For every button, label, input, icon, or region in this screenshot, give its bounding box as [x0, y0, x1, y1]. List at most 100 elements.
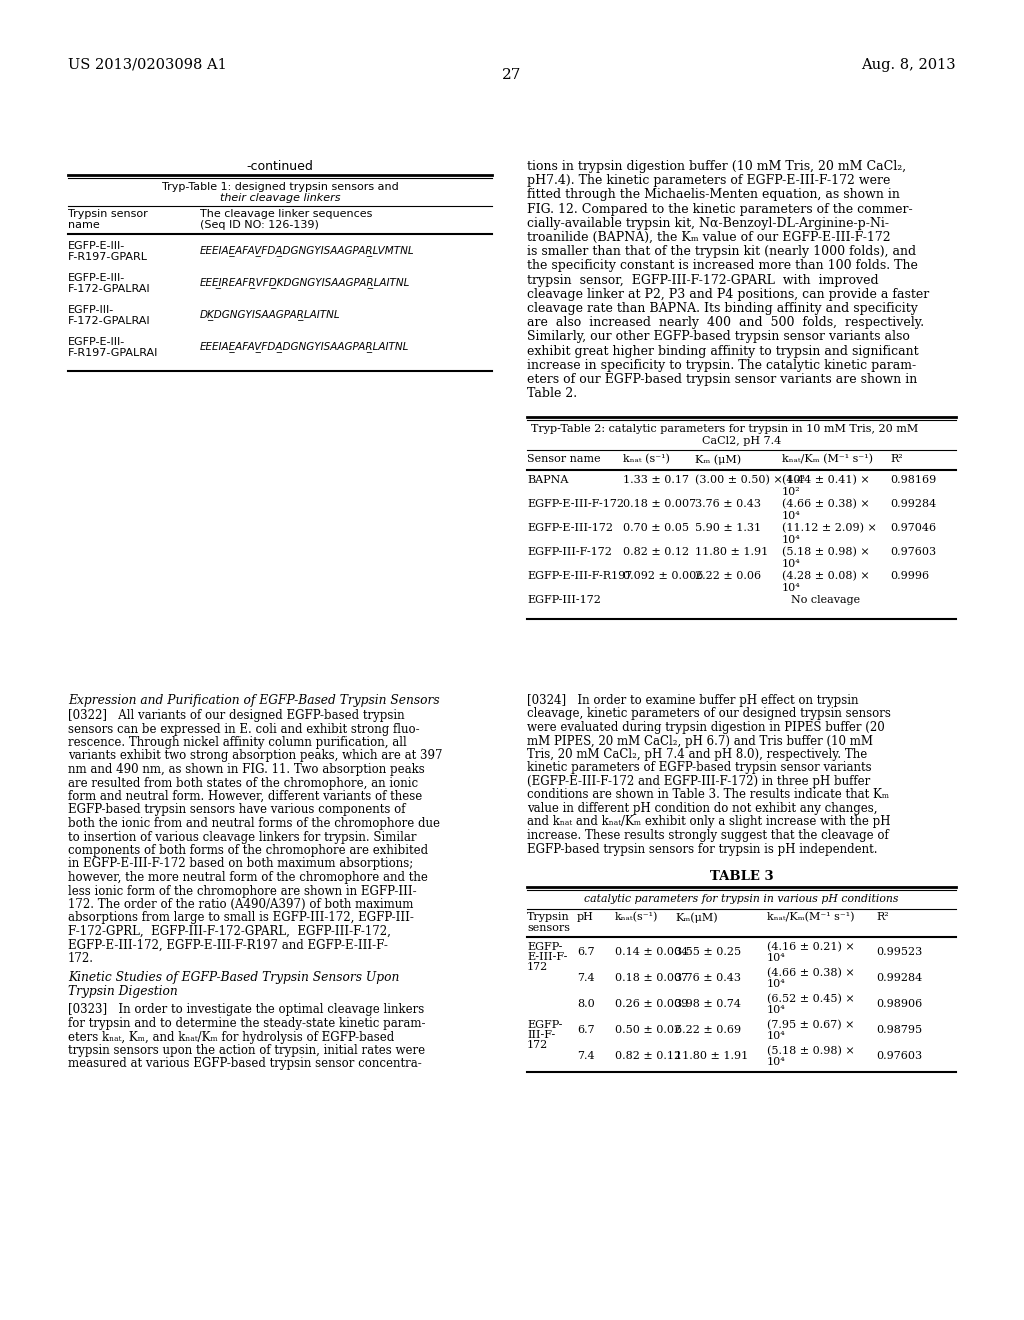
Text: 10⁴: 10⁴	[782, 536, 801, 545]
Text: (3.00 ± 0.50) × 10³: (3.00 ± 0.50) × 10³	[695, 475, 805, 486]
Text: are  also  increased  nearly  400  and  500  folds,  respectively.: are also increased nearly 400 and 500 fo…	[527, 317, 924, 329]
Text: Trypsin sensor: Trypsin sensor	[68, 209, 147, 219]
Text: 172. The order of the ratio (A490/A397) of both maximum: 172. The order of the ratio (A490/A397) …	[68, 898, 414, 911]
Text: The cleavage linker sequences: The cleavage linker sequences	[200, 209, 373, 219]
Text: 10⁴: 10⁴	[767, 953, 785, 964]
Text: 0.99284: 0.99284	[890, 499, 936, 510]
Text: cially-available trypsin kit, Nα-Benzoyl-DL-Arginine-p-Ni-: cially-available trypsin kit, Nα-Benzoyl…	[527, 216, 889, 230]
Text: 6.7: 6.7	[577, 1026, 595, 1035]
Text: DK̲DGNGYISAAGPAR̲LAITNL: DK̲DGNGYISAAGPAR̲LAITNL	[200, 309, 341, 319]
Text: (4.28 ± 0.08) ×: (4.28 ± 0.08) ×	[782, 572, 869, 582]
Text: variants exhibit two strong absorption peaks, which are at 397: variants exhibit two strong absorption p…	[68, 750, 442, 763]
Text: 0.14 ± 0.004: 0.14 ± 0.004	[615, 946, 688, 957]
Text: 10⁴: 10⁴	[767, 1005, 785, 1015]
Text: (4.66 ± 0.38) ×: (4.66 ± 0.38) ×	[767, 968, 855, 978]
Text: Trypsin Digestion: Trypsin Digestion	[68, 985, 178, 998]
Text: 3.76 ± 0.43: 3.76 ± 0.43	[695, 499, 761, 510]
Text: 0.9996: 0.9996	[890, 572, 929, 581]
Text: increase. These results strongly suggest that the cleavage of: increase. These results strongly suggest…	[527, 829, 889, 842]
Text: Tryp-Table 1: designed trypsin sensors and: Tryp-Table 1: designed trypsin sensors a…	[162, 182, 398, 191]
Text: 0.82 ± 0.12: 0.82 ± 0.12	[623, 548, 689, 557]
Text: (7.95 ± 0.67) ×: (7.95 ± 0.67) ×	[767, 1020, 854, 1031]
Text: to insertion of various cleavage linkers for trypsin. Similar: to insertion of various cleavage linkers…	[68, 830, 417, 843]
Text: (5.18 ± 0.98) ×: (5.18 ± 0.98) ×	[767, 1045, 855, 1056]
Text: 10²: 10²	[782, 487, 801, 498]
Text: eters of our EGFP-based trypsin sensor variants are shown in: eters of our EGFP-based trypsin sensor v…	[527, 374, 918, 385]
Text: 3.76 ± 0.43: 3.76 ± 0.43	[675, 973, 741, 983]
Text: 0.98795: 0.98795	[876, 1026, 923, 1035]
Text: kₙₐₜ(s⁻¹): kₙₐₜ(s⁻¹)	[615, 912, 658, 923]
Text: F-172-GPRL,  EGFP-III-F-172-GPARL,  EGFP-III-F-172,: F-172-GPRL, EGFP-III-F-172-GPARL, EGFP-I…	[68, 925, 391, 939]
Text: 0.70 ± 0.05: 0.70 ± 0.05	[623, 524, 689, 533]
Text: Kₘ(μM): Kₘ(μM)	[675, 912, 718, 923]
Text: Table 2.: Table 2.	[527, 387, 578, 400]
Text: measured at various EGFP-based trypsin sensor concentra-: measured at various EGFP-based trypsin s…	[68, 1057, 422, 1071]
Text: pH: pH	[577, 912, 594, 921]
Text: F-172-GPALRAI: F-172-GPALRAI	[68, 284, 151, 294]
Text: [0324]   In order to examine buffer pH effect on trypsin: [0324] In order to examine buffer pH eff…	[527, 694, 858, 708]
Text: (5.18 ± 0.98) ×: (5.18 ± 0.98) ×	[782, 548, 869, 558]
Text: 0.26 ± 0.009: 0.26 ± 0.009	[615, 999, 688, 1008]
Text: 10⁴: 10⁴	[767, 979, 785, 989]
Text: eters kₙₐₜ, Kₘ, and kₙₐₜ/Kₘ for hydrolysis of EGFP-based: eters kₙₐₜ, Kₘ, and kₙₐₜ/Kₘ for hydrolys…	[68, 1031, 394, 1044]
Text: pH7.4). The kinetic parameters of EGFP-E-III-F-172 were: pH7.4). The kinetic parameters of EGFP-E…	[527, 174, 891, 187]
Text: in EGFP-E-III-F-172 based on both maximum absorptions;: in EGFP-E-III-F-172 based on both maximu…	[68, 858, 414, 870]
Text: 0.18 ± 0.007: 0.18 ± 0.007	[615, 973, 688, 983]
Text: 11.80 ± 1.91: 11.80 ± 1.91	[675, 1051, 749, 1061]
Text: 0.99284: 0.99284	[876, 973, 923, 983]
Text: 0.97603: 0.97603	[890, 548, 936, 557]
Text: 0.98169: 0.98169	[890, 475, 936, 486]
Text: sensors can be expressed in E. coli and exhibit strong fluo-: sensors can be expressed in E. coli and …	[68, 722, 420, 735]
Text: Sensor name: Sensor name	[527, 454, 601, 465]
Text: conditions are shown in Table 3. The results indicate that Kₘ: conditions are shown in Table 3. The res…	[527, 788, 889, 801]
Text: R²: R²	[876, 912, 889, 921]
Text: 0.97603: 0.97603	[876, 1051, 923, 1061]
Text: 0.82 ± 0.12: 0.82 ± 0.12	[615, 1051, 681, 1061]
Text: EEEI̲REAFR̲VFD̲KDGNGYISAAGPAR̲LAITNL: EEEI̲REAFR̲VFD̲KDGNGYISAAGPAR̲LAITNL	[200, 277, 411, 288]
Text: 0.99523: 0.99523	[876, 946, 923, 957]
Text: 0.092 ± 0.006: 0.092 ± 0.006	[623, 572, 703, 581]
Text: [0323]   In order to investigate the optimal cleavage linkers: [0323] In order to investigate the optim…	[68, 1003, 424, 1016]
Text: tions in trypsin digestion buffer (10 mM Tris, 20 mM CaCl₂,: tions in trypsin digestion buffer (10 mM…	[527, 160, 906, 173]
Text: 10⁴: 10⁴	[782, 560, 801, 569]
Text: 3.55 ± 0.25: 3.55 ± 0.25	[675, 946, 741, 957]
Text: (4.44 ± 0.41) ×: (4.44 ± 0.41) ×	[782, 475, 869, 486]
Text: (4.16 ± 0.21) ×: (4.16 ± 0.21) ×	[767, 942, 855, 952]
Text: 11.80 ± 1.91: 11.80 ± 1.91	[695, 548, 768, 557]
Text: Tris, 20 mM CaCl₂, pH 7.4 and pH 8.0), respectively. The: Tris, 20 mM CaCl₂, pH 7.4 and pH 8.0), r…	[527, 748, 867, 762]
Text: exhibit great higher binding affinity to trypsin and significant: exhibit great higher binding affinity to…	[527, 345, 919, 358]
Text: EGFP-E-III-F-172: EGFP-E-III-F-172	[527, 499, 624, 510]
Text: (4.66 ± 0.38) ×: (4.66 ± 0.38) ×	[782, 499, 869, 510]
Text: EGFP-E-III-172: EGFP-E-III-172	[527, 524, 613, 533]
Text: Kₘ (μM): Kₘ (μM)	[695, 454, 741, 465]
Text: 2.22 ± 0.06: 2.22 ± 0.06	[695, 572, 761, 581]
Text: for trypsin and to determine the steady-state kinetic param-: for trypsin and to determine the steady-…	[68, 1016, 426, 1030]
Text: F-172-GPALRAI: F-172-GPALRAI	[68, 315, 151, 326]
Text: cleavage, kinetic parameters of our designed trypsin sensors: cleavage, kinetic parameters of our desi…	[527, 708, 891, 721]
Text: Aug. 8, 2013: Aug. 8, 2013	[861, 58, 956, 73]
Text: F-R197-GPARL: F-R197-GPARL	[68, 252, 148, 261]
Text: cleavage linker at P2, P3 and P4 positions, can provide a faster: cleavage linker at P2, P3 and P4 positio…	[527, 288, 929, 301]
Text: EGFP-E-III-: EGFP-E-III-	[68, 337, 125, 347]
Text: were evaluated during trypsin digestion in PIPES buffer (20: were evaluated during trypsin digestion …	[527, 721, 885, 734]
Text: kₙₐₜ/Kₘ(M⁻¹ s⁻¹): kₙₐₜ/Kₘ(M⁻¹ s⁻¹)	[767, 912, 854, 923]
Text: both the ionic from and neutral forms of the chromophore due: both the ionic from and neutral forms of…	[68, 817, 440, 830]
Text: 0.97046: 0.97046	[890, 524, 936, 533]
Text: Tryp-Table 2: catalytic parameters for trypsin in 10 mM Tris, 20 mM: Tryp-Table 2: catalytic parameters for t…	[531, 425, 919, 434]
Text: 1.33 ± 0.17: 1.33 ± 0.17	[623, 475, 689, 486]
Text: (Seq ID NO: 126-139): (Seq ID NO: 126-139)	[200, 220, 318, 230]
Text: less ionic form of the chromophore are shown in EGFP-III-: less ionic form of the chromophore are s…	[68, 884, 417, 898]
Text: 0.98906: 0.98906	[876, 999, 923, 1008]
Text: [0322]   All variants of our designed EGFP-based trypsin: [0322] All variants of our designed EGFP…	[68, 709, 404, 722]
Text: III-F-: III-F-	[527, 1030, 555, 1040]
Text: 10⁴: 10⁴	[782, 583, 801, 594]
Text: 172.: 172.	[68, 952, 94, 965]
Text: is smaller than that of the trypsin kit (nearly 1000 folds), and: is smaller than that of the trypsin kit …	[527, 246, 916, 259]
Text: R²: R²	[890, 454, 903, 465]
Text: 7.4: 7.4	[577, 973, 595, 983]
Text: 5.90 ± 1.31: 5.90 ± 1.31	[695, 524, 761, 533]
Text: 6.7: 6.7	[577, 946, 595, 957]
Text: 7.4: 7.4	[577, 1051, 595, 1061]
Text: their cleavage linkers: their cleavage linkers	[220, 193, 340, 203]
Text: 3.98 ± 0.74: 3.98 ± 0.74	[675, 999, 741, 1008]
